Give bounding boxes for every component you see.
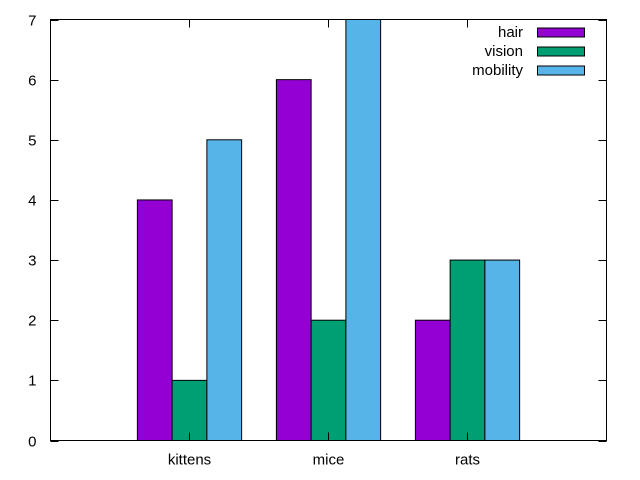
y-tick-label: 4 xyxy=(28,193,36,210)
legend-swatch-mobility xyxy=(537,65,585,76)
y-tick-label: 3 xyxy=(28,253,36,270)
y-tick-label: 5 xyxy=(28,133,36,150)
bar-hair-rats xyxy=(414,319,451,441)
y-tick-label: 7 xyxy=(28,13,36,30)
bar-mobility-mice xyxy=(345,19,382,441)
y-tick-label: 0 xyxy=(28,434,36,451)
bar-vision-mice xyxy=(310,319,347,441)
x-tick-label: rats xyxy=(455,452,480,469)
legend-swatch-hair xyxy=(537,27,585,38)
legend: hair vision mobility xyxy=(472,24,585,79)
bars-layer xyxy=(136,19,521,441)
y-axis: 0 1 2 3 4 5 6 7 xyxy=(28,13,607,451)
x-tick-label: kittens xyxy=(168,452,211,469)
bar-mobility-kittens xyxy=(206,139,243,441)
y-tick-label: 2 xyxy=(28,313,36,330)
y-tick-label: 6 xyxy=(28,73,36,90)
bar-mobility-rats xyxy=(484,259,521,441)
bar-vision-kittens xyxy=(171,379,208,441)
bar-hair-kittens xyxy=(136,199,173,441)
bar-vision-rats xyxy=(449,259,486,441)
legend-label-hair: hair xyxy=(498,24,523,41)
bar-hair-mice xyxy=(275,79,312,441)
x-tick-label: mice xyxy=(313,452,345,469)
legend-label-mobility: mobility xyxy=(472,62,523,79)
legend-swatch-vision xyxy=(537,46,585,57)
y-tick-label: 1 xyxy=(28,373,36,390)
legend-label-vision: vision xyxy=(485,43,523,60)
x-axis: kittens mice rats xyxy=(168,19,480,469)
